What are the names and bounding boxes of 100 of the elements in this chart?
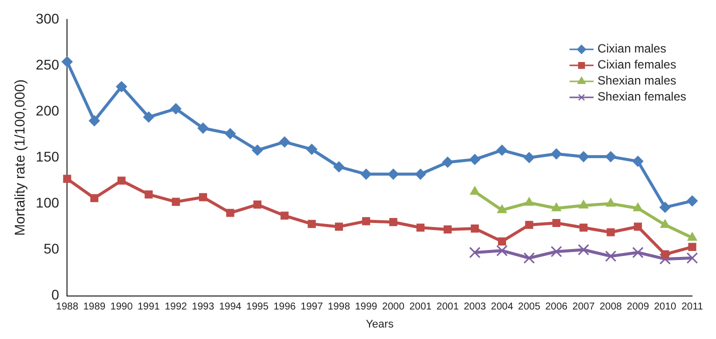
legend-label: Shexian males: [598, 74, 676, 88]
point: [633, 202, 643, 212]
y-tick-label: 50: [44, 240, 60, 257]
point: [280, 212, 289, 220]
point: [686, 252, 698, 264]
point: [388, 168, 399, 180]
point: [552, 202, 562, 212]
x-tick-label: 1992: [164, 302, 188, 313]
point: [470, 186, 480, 195]
point: [444, 225, 452, 234]
x-tick-label: 2008: [600, 302, 622, 313]
point: [606, 228, 615, 236]
point: [686, 195, 698, 206]
point: [170, 103, 182, 114]
point: [687, 232, 698, 241]
point: [525, 220, 534, 229]
point: [606, 198, 616, 207]
point: [578, 200, 588, 209]
point: [226, 208, 234, 217]
point: [333, 161, 344, 172]
point: [90, 194, 98, 202]
point: [632, 156, 644, 167]
point: [442, 156, 454, 168]
x-tick-label: 1994: [219, 302, 242, 313]
x-tick-label: 1999: [354, 302, 378, 313]
point: [308, 220, 316, 228]
x-tick-label: 2001: [409, 302, 432, 313]
point: [172, 198, 180, 206]
point: [88, 115, 100, 126]
x-tick-label: 1989: [83, 302, 106, 313]
point: [362, 217, 370, 226]
point: [605, 250, 616, 262]
x-tick-label: 2009: [626, 302, 650, 313]
x-tick-label: 2003: [464, 302, 486, 313]
x-tick-label: 2000: [382, 302, 405, 313]
point: [550, 148, 562, 160]
x-axis-title: Years: [366, 318, 394, 330]
y-tick-label: 200: [36, 102, 60, 118]
point: [253, 200, 262, 209]
point: [416, 224, 425, 232]
y-tick-label: 250: [36, 56, 60, 72]
point: [470, 224, 479, 233]
x-tick-label: 1991: [138, 302, 160, 313]
legend-label: Cixian females: [598, 58, 676, 72]
point: [523, 252, 535, 264]
point: [252, 144, 263, 156]
x-tick-label: 1998: [328, 302, 350, 313]
point: [199, 193, 208, 202]
point: [580, 224, 588, 232]
x-tick-label: 1997: [300, 302, 324, 313]
point: [360, 168, 372, 180]
point: [496, 244, 508, 256]
point: [632, 246, 644, 258]
point: [498, 237, 506, 246]
point: [224, 128, 236, 140]
x-tick-label: 1990: [110, 302, 134, 313]
point: [578, 244, 590, 256]
point: [469, 246, 481, 258]
x-tick-label: 2007: [572, 302, 596, 313]
y-tick-label: 300: [36, 10, 60, 26]
x-tick-label: 2001: [436, 302, 460, 313]
point: [524, 152, 535, 164]
point: [62, 56, 73, 68]
point: [661, 250, 670, 258]
x-tick-label: 1988: [56, 302, 79, 313]
x-tick-label: 2010: [654, 302, 677, 313]
legend-label: Shexian females: [598, 90, 686, 104]
point: [524, 197, 534, 206]
legend-label: Cixian males: [598, 42, 666, 56]
x-tick-label: 1996: [273, 302, 296, 313]
point: [496, 144, 508, 156]
point: [660, 202, 671, 213]
point: [660, 219, 670, 228]
point: [334, 222, 343, 231]
point: [198, 122, 209, 134]
point: [550, 246, 562, 258]
point: [389, 218, 398, 226]
point: [605, 151, 616, 162]
point: [634, 222, 642, 231]
x-tick-label: 1993: [192, 302, 215, 313]
point: [306, 144, 318, 155]
point: [117, 176, 126, 185]
point: [279, 136, 290, 148]
point: [116, 81, 128, 92]
point: [469, 154, 480, 165]
point: [578, 151, 590, 162]
x-tick-label: 2004: [490, 302, 514, 313]
x-tick-label: 1995: [246, 302, 269, 313]
point: [63, 174, 72, 183]
point: [144, 190, 153, 198]
point: [414, 168, 426, 180]
point: [497, 204, 507, 214]
point: [552, 218, 560, 228]
point: [688, 242, 696, 252]
y-axis-title: Mortality rate (1/100,000): [11, 79, 28, 236]
y-tick-label: 100: [36, 194, 60, 211]
point: [143, 112, 154, 123]
y-tick-label: 0: [51, 286, 60, 303]
x-tick-label: 2011: [681, 302, 704, 313]
x-tick-label: 2005: [518, 302, 541, 313]
